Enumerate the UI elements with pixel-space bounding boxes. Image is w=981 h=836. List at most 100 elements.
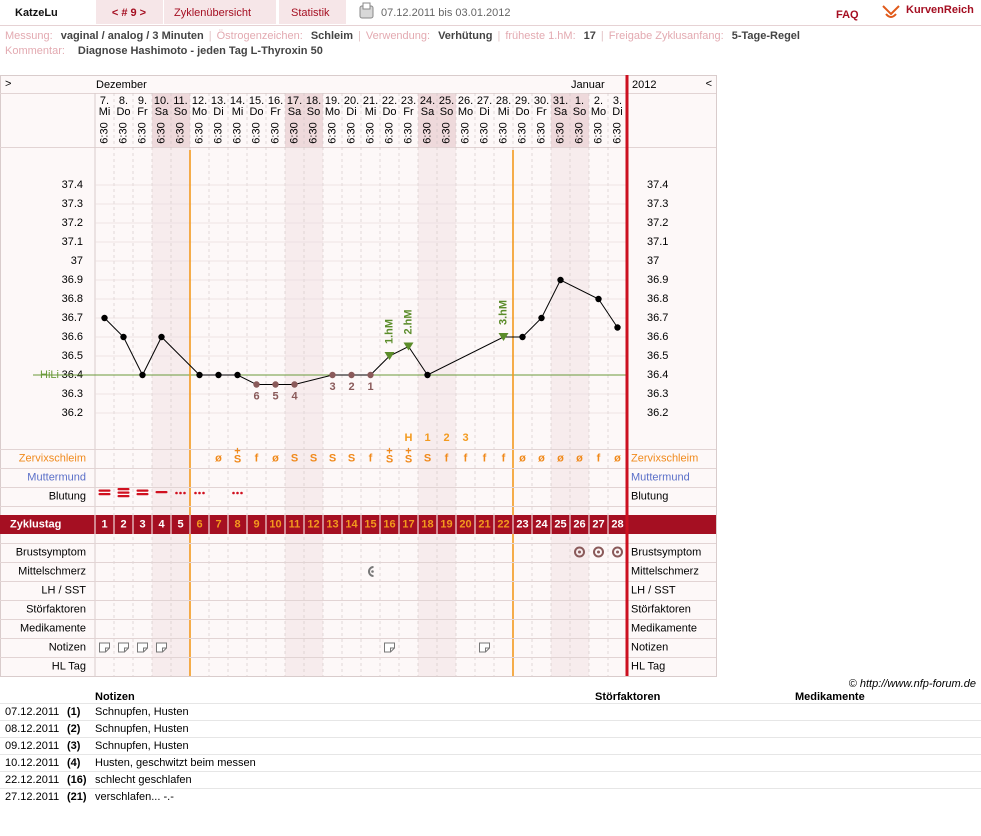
date-label: 7. [100,95,109,107]
weekend-column [418,147,437,676]
y-tick-label-right: 37.4 [647,179,668,191]
cycle-day: 17 [402,518,414,530]
weekend-column [570,93,589,147]
weekday-label: Di [346,106,356,118]
nav-prev[interactable]: > [5,78,11,90]
info-value: Diagnose Hashimoto - jeden Tag L-Thyroxi… [78,45,323,57]
date-label: 25. [439,95,454,107]
bleeding-icon [155,491,168,494]
point-label: 1 [367,381,373,393]
time-label: 6:30 [535,122,547,143]
weekend-column [285,93,304,147]
row-label: Notizen [49,641,86,653]
nav-next[interactable]: < [706,78,712,90]
cycle-day: 16 [383,518,395,530]
temperature-point [272,381,279,388]
temperature-point [329,371,336,379]
date-label: 9. [138,95,147,107]
note-day: (2) [67,723,81,735]
breast-icon [574,546,585,558]
cycle-nav[interactable]: < # 9 > [112,7,146,19]
y-tick-label: 37.4 [62,179,83,191]
date-label: 10. [154,95,169,107]
cycle-nav-bg [96,0,163,24]
temperature-marker [498,333,509,341]
row-label: HL Tag [52,660,86,672]
info-value: vaginal / analog / 3 Minuten [61,30,204,42]
cervix-sign: S [386,453,393,465]
weekday-label: Mo [325,106,340,118]
note-text: Schnupfen, Husten [95,723,189,735]
date-label: 13. [211,95,226,107]
bleeding-icon [98,493,111,496]
y-tick-label: 37.3 [62,198,83,210]
note-icon[interactable] [156,642,167,653]
note-date: 07.12.2011 [5,706,59,718]
bleeding-icon [194,491,197,495]
row-label-right: LH / SST [631,584,676,596]
note-icon[interactable] [479,642,490,653]
point-label: 4 [291,390,298,402]
time-label: 6:30 [459,122,471,143]
note-icon[interactable] [384,642,395,653]
y-tick-label-right: 36.3 [647,388,668,400]
info-separator: | [358,30,361,42]
breast-icon [612,546,623,558]
breast-icon [593,546,604,558]
time-label: 6:30 [250,122,262,143]
time-label: 6:30 [117,122,129,143]
y-tick-label-right: 37.3 [647,198,668,210]
y-tick-label-right: 36.6 [647,331,668,343]
note-date: 08.12.2011 [5,723,59,735]
note-icon[interactable] [118,642,129,653]
note-icon[interactable] [99,642,110,653]
row-label: Mittelschmerz [18,565,86,577]
temperature-point [538,314,545,322]
tab[interactable]: Zyklenübersicht [174,7,251,19]
cervix-sign: ø [614,452,621,464]
cycle-day: 15 [364,518,376,530]
bleeding-icon [198,491,201,495]
date-label: 23. [401,95,416,107]
temperature-point [196,371,203,379]
weekday-label: Sa [554,106,568,118]
cycle-day: 12 [307,518,319,530]
info-value: Verhütung [438,30,492,42]
table-header: Störfaktoren [595,691,661,703]
note-day: (3) [67,740,81,752]
weekday-label: Di [479,106,489,118]
note-day: (4) [67,757,81,769]
date-label: 2. [594,95,603,107]
temperature-point [348,371,355,379]
date-label: 28. [496,95,511,107]
note-day: (21) [67,791,87,803]
date-label: 20. [344,95,359,107]
time-label: 6:30 [212,122,224,143]
cervix-sign: S [405,453,412,465]
faq-link[interactable]: FAQ [836,9,859,21]
cervix-sign: ø [519,452,526,464]
cycle-day: 3 [139,518,145,530]
cervix-sign: S [234,453,241,465]
weekend-column [551,93,570,147]
logo[interactable]: KurvenReich [906,4,974,16]
cycle-day: 10 [269,518,281,530]
time-label: 6:30 [231,122,243,143]
tab[interactable]: Statistik [291,7,330,19]
date-label: 8. [119,95,128,107]
year-label: 2012 [632,79,656,91]
hili-label: HiLi [40,369,59,381]
cervix-sign: ø [215,452,222,464]
note-icon[interactable] [137,642,148,653]
temperature-point [595,295,602,303]
time-label: 6:30 [516,122,528,143]
user-name: KatzeLu [15,7,58,19]
point-label: 6 [253,390,259,402]
date-label: 3. [613,95,622,107]
point-label: 1.hM [383,319,395,344]
cervix-sign: ø [557,452,564,464]
temperature-point [424,371,431,379]
cycle-day: 26 [573,518,585,530]
weekday-label: Fr [270,106,281,118]
cervix-mark: + [405,445,411,457]
